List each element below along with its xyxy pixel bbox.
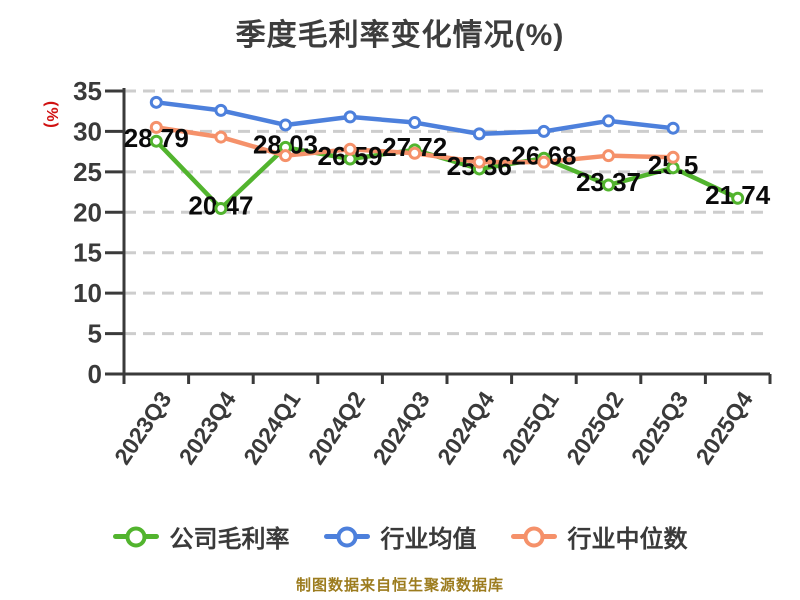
legend-line-marker-icon	[112, 526, 159, 548]
y-tick-label: 25	[73, 157, 102, 187]
data-point-marker	[602, 178, 615, 192]
data-point-marker	[408, 116, 422, 130]
legend-item-industry-median[interactable]: 行业中位数	[510, 519, 688, 554]
y-axis-tick-labels: 0 5 10 15 20 25 30 35	[73, 76, 102, 389]
x-tick-label: 2024Q3	[367, 387, 434, 469]
data-point-marker	[214, 130, 228, 144]
series-markers-1	[149, 95, 680, 141]
data-point-marker	[408, 146, 422, 160]
y-tick-label: 0	[88, 359, 102, 389]
x-tick-label: 2024Q1	[238, 386, 305, 469]
data-point-marker	[602, 114, 615, 128]
legend-line-marker-icon	[323, 526, 370, 548]
x-tick-label: 2023Q3	[109, 387, 176, 469]
x-tick-label: 2024Q2	[303, 387, 370, 469]
x-tick-label: 2025Q2	[561, 387, 628, 469]
x-tick-label: 2025Q3	[626, 387, 693, 469]
x-tick-label: 2024Q4	[432, 386, 499, 469]
data-point-marker	[537, 124, 551, 138]
legend-label-industry-average: 行业均值	[380, 526, 477, 553]
y-tick-label: 10	[73, 278, 102, 308]
data-point-marker	[731, 191, 745, 205]
data-point-marker	[343, 110, 357, 124]
data-point-marker	[602, 149, 615, 163]
legend: 公司毛利率 行业均值 行业中位数	[0, 519, 800, 554]
data-source-note: 制图数据来自恒生聚源数据库	[295, 577, 504, 594]
y-tick-label: 30	[73, 116, 102, 146]
x-tick-label: 2023Q4	[174, 386, 241, 469]
y-tick-label: 35	[73, 76, 102, 106]
data-point-marker	[214, 201, 228, 215]
data-point-marker	[472, 127, 486, 141]
y-axis-unit-label: (%)	[43, 101, 60, 129]
x-axis-tick-labels: 2023Q32023Q42024Q12024Q22024Q32024Q42025…	[109, 386, 758, 469]
legend-item-company-margin[interactable]: 公司毛利率	[112, 519, 290, 554]
data-point-marker	[343, 142, 357, 156]
data-point-marker	[214, 103, 228, 117]
chart-title: 季度毛利率变化情况(%)	[235, 19, 565, 52]
y-tick-label: 15	[73, 238, 102, 268]
legend-label-company-margin: 公司毛利率	[169, 526, 290, 553]
data-point-marker	[279, 118, 292, 132]
legend-line-marker-icon	[510, 526, 557, 548]
y-tick-label: 5	[88, 319, 102, 349]
y-tick-label: 20	[73, 197, 102, 227]
axes	[105, 88, 772, 384]
data-point-marker	[149, 120, 163, 134]
data-point-marker	[149, 134, 163, 148]
legend-label-industry-median: 行业中位数	[567, 526, 688, 553]
series-markers-2	[149, 120, 680, 169]
data-point-marker	[666, 121, 680, 135]
data-point-marker	[472, 155, 486, 169]
x-tick-label: 2025Q4	[690, 386, 757, 469]
data-point-marker	[666, 150, 680, 164]
legend-item-industry-average[interactable]: 行业均值	[323, 519, 477, 554]
x-tick-label: 2025Q1	[497, 386, 564, 469]
data-point-marker	[279, 149, 292, 163]
data-point-marker	[666, 161, 680, 175]
data-point-marker	[537, 155, 551, 169]
data-point-marker	[149, 95, 163, 109]
